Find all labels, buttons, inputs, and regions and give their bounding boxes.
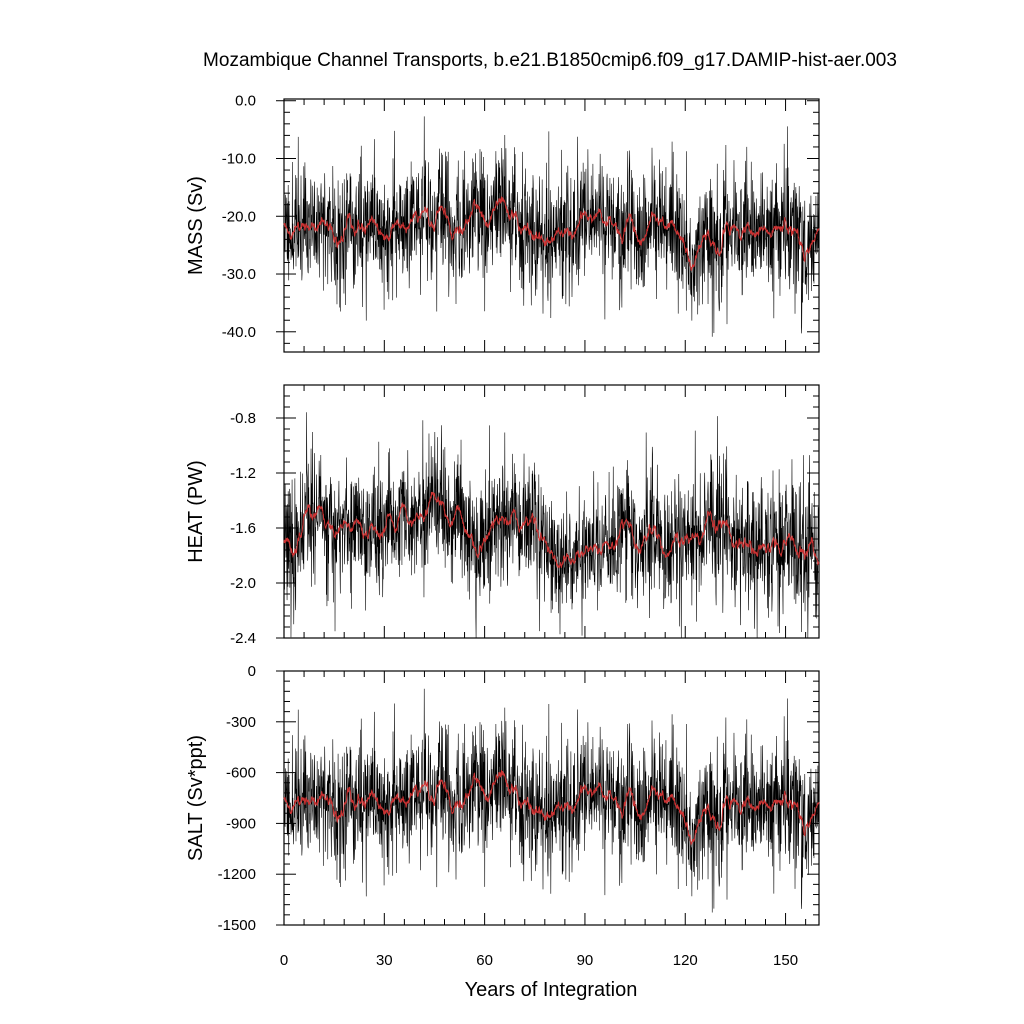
x-axis-label: Years of Integration (465, 979, 638, 1001)
panels: 0.0 -10.0 -20.0 -30.0 -40.0 MASS (Sv) -0.8 -1.2… (185, 93, 820, 969)
y-axis-label: MASS (Sv) (185, 176, 207, 275)
x-tick-label: 30 (376, 952, 393, 969)
chart-title: Mozambique Channel Transports, b.e21.B18… (203, 50, 897, 71)
y-tick-label: -10.0 (222, 150, 256, 167)
y-tick-label: -30.0 (222, 266, 256, 283)
y-tick-label: -20.0 (222, 208, 256, 225)
panel-heat: -0.8 -1.2 -1.6 -2.0 -2.4 HEAT (PW) (185, 384, 820, 647)
smoothed-series-line (283, 770, 820, 846)
y-tick-label: -1.2 (230, 465, 256, 482)
y-tick-label: -1500 (218, 917, 256, 934)
x-tick-label: 150 (773, 952, 798, 969)
monthly-series-line (283, 412, 820, 639)
monthly-series-line (283, 688, 820, 913)
y-tick-label: 0 (248, 663, 256, 680)
x-tick-label: 90 (577, 952, 594, 969)
smoothed-series-line (283, 196, 820, 272)
y-axis-label: HEAT (PW) (185, 460, 207, 563)
x-tick-label: 60 (476, 952, 493, 969)
x-tick-label: 0 (280, 952, 288, 969)
monthly-series-line (283, 116, 820, 337)
y-tick-label: 0.0 (235, 93, 256, 110)
y-tick-label: -900 (226, 815, 256, 832)
y-tick-label: -2.0 (230, 575, 256, 592)
panel-mass: 0.0 -10.0 -20.0 -30.0 -40.0 MASS (Sv) (185, 93, 820, 353)
smoothed-series-line (283, 491, 820, 569)
y-tick-label: -0.8 (230, 410, 256, 427)
x-tick-label: 120 (673, 952, 698, 969)
y-tick-label: -1.6 (230, 520, 256, 537)
y-axis-label: SALT (Sv*ppt) (185, 735, 207, 861)
y-tick-label: -600 (226, 765, 256, 782)
panel-salt: 0 -300 -600 -900 -1200 -1500 SALT (Sv*ppt) 0 30 6… (185, 663, 820, 969)
y-tick-label: -1200 (218, 866, 256, 883)
plot-frame (283, 384, 820, 639)
y-tick-label: -2.4 (230, 630, 256, 647)
y-tick-label: -40.0 (222, 324, 256, 341)
y-tick-label: -300 (226, 714, 256, 731)
